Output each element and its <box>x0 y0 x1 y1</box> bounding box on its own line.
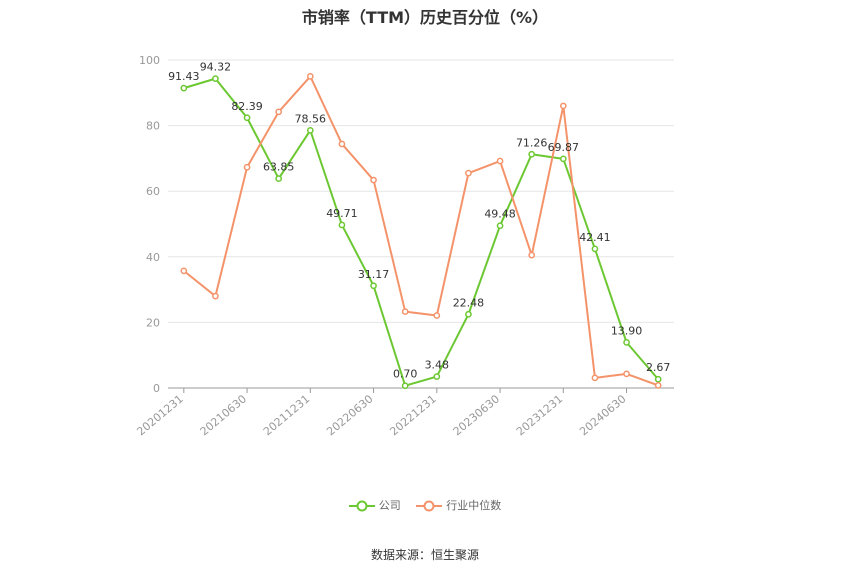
series-0-point[interactable] <box>465 310 472 318</box>
series-0-point[interactable] <box>306 126 314 134</box>
series-0-point[interactable] <box>401 382 409 390</box>
x-tick-label: 20201231 <box>134 392 185 438</box>
x-tick-label: 20211231 <box>261 392 312 438</box>
x-tick-label: 20210630 <box>198 392 249 438</box>
data-label: 69.87 <box>548 141 580 154</box>
y-tick-label: 60 <box>146 185 160 198</box>
grid-lines <box>168 59 674 323</box>
series-0-point[interactable] <box>559 155 567 163</box>
series-1-point[interactable] <box>338 140 346 148</box>
series-1-point[interactable] <box>465 169 472 177</box>
data-label: 13.90 <box>611 324 643 337</box>
series-line-1 <box>183 75 659 387</box>
chart-title: 市销率（TTM）历史百分位（%） <box>301 8 549 27</box>
x-tick-label: 20230630 <box>451 392 502 438</box>
series-0-point[interactable] <box>623 339 630 346</box>
data-label: 49.71 <box>326 207 358 220</box>
data-label: 63.85 <box>263 161 295 174</box>
series-0-point[interactable] <box>591 245 599 253</box>
series-1-point[interactable] <box>243 163 251 171</box>
data-label: 3.48 <box>425 359 450 372</box>
y-tick-label: 20 <box>146 316 160 329</box>
data-label: 2.67 <box>646 361 671 374</box>
legend-company-label: 公司 <box>378 499 401 512</box>
series-1-point[interactable] <box>433 312 441 319</box>
series-1-point[interactable] <box>370 176 377 184</box>
data-label: 22.48 <box>453 296 485 309</box>
data-source: 数据来源：恒生聚源 <box>370 548 479 562</box>
series-0-point[interactable] <box>212 75 219 82</box>
y-tick-label: 0 <box>153 382 160 395</box>
series-0-point[interactable] <box>180 84 188 92</box>
series-1-point[interactable] <box>401 308 409 315</box>
series-1-point[interactable] <box>623 370 630 378</box>
legend-item-industry[interactable]: 行业中位数 <box>416 497 501 513</box>
series-1-point[interactable] <box>591 374 599 382</box>
x-tick-label: 20240630 <box>577 392 628 438</box>
series-0-point[interactable] <box>496 222 504 230</box>
series-points <box>180 73 662 390</box>
series-lines <box>183 75 659 387</box>
series-1-point[interactable] <box>275 108 283 116</box>
x-tick-label: 20231231 <box>514 392 565 438</box>
series-0-point[interactable] <box>275 175 283 182</box>
series-1-point[interactable] <box>559 102 567 110</box>
y-tick-label: 100 <box>139 54 160 67</box>
data-label: 91.43 <box>168 70 200 83</box>
data-label: 0.70 <box>393 368 418 381</box>
series-1-point[interactable] <box>528 251 536 259</box>
series-line-0 <box>183 77 659 387</box>
series-0-point[interactable] <box>338 221 346 229</box>
legend: 公司 行业中位数 <box>0 497 850 513</box>
legend-industry-label: 行业中位数 <box>446 499 502 512</box>
legend-industry-icon <box>416 500 443 512</box>
y-tick-label: 80 <box>146 120 160 133</box>
x-axis: 20201231 20210630 20211231 20220630 20221231… <box>134 387 674 438</box>
data-label: 49.48 <box>484 208 516 221</box>
series-1-point[interactable] <box>306 73 314 80</box>
series-1-point[interactable] <box>496 157 504 165</box>
data-label: 94.32 <box>200 61 232 74</box>
data-label: 31.17 <box>358 268 390 281</box>
series-0-point[interactable] <box>433 373 441 380</box>
series-0-point[interactable] <box>528 150 536 158</box>
series-0-point[interactable] <box>654 375 662 383</box>
data-label: 82.39 <box>231 100 263 113</box>
y-axis: 0 20 40 60 80 100 <box>139 54 160 395</box>
x-tick-label: 20220630 <box>324 392 375 438</box>
series-1-point[interactable] <box>180 267 188 275</box>
series-0-point[interactable] <box>370 282 377 290</box>
legend-item-company[interactable]: 公司 <box>348 497 401 513</box>
x-tick-label: 20221231 <box>387 392 438 438</box>
legend-company-icon <box>348 500 375 512</box>
series-1-point[interactable] <box>654 382 662 389</box>
data-label: 42.41 <box>579 231 611 244</box>
series-0-point[interactable] <box>243 114 251 122</box>
data-label: 71.26 <box>516 136 548 149</box>
data-label: 78.56 <box>295 112 327 125</box>
series-1-point[interactable] <box>212 292 219 300</box>
y-tick-label: 40 <box>146 251 160 264</box>
